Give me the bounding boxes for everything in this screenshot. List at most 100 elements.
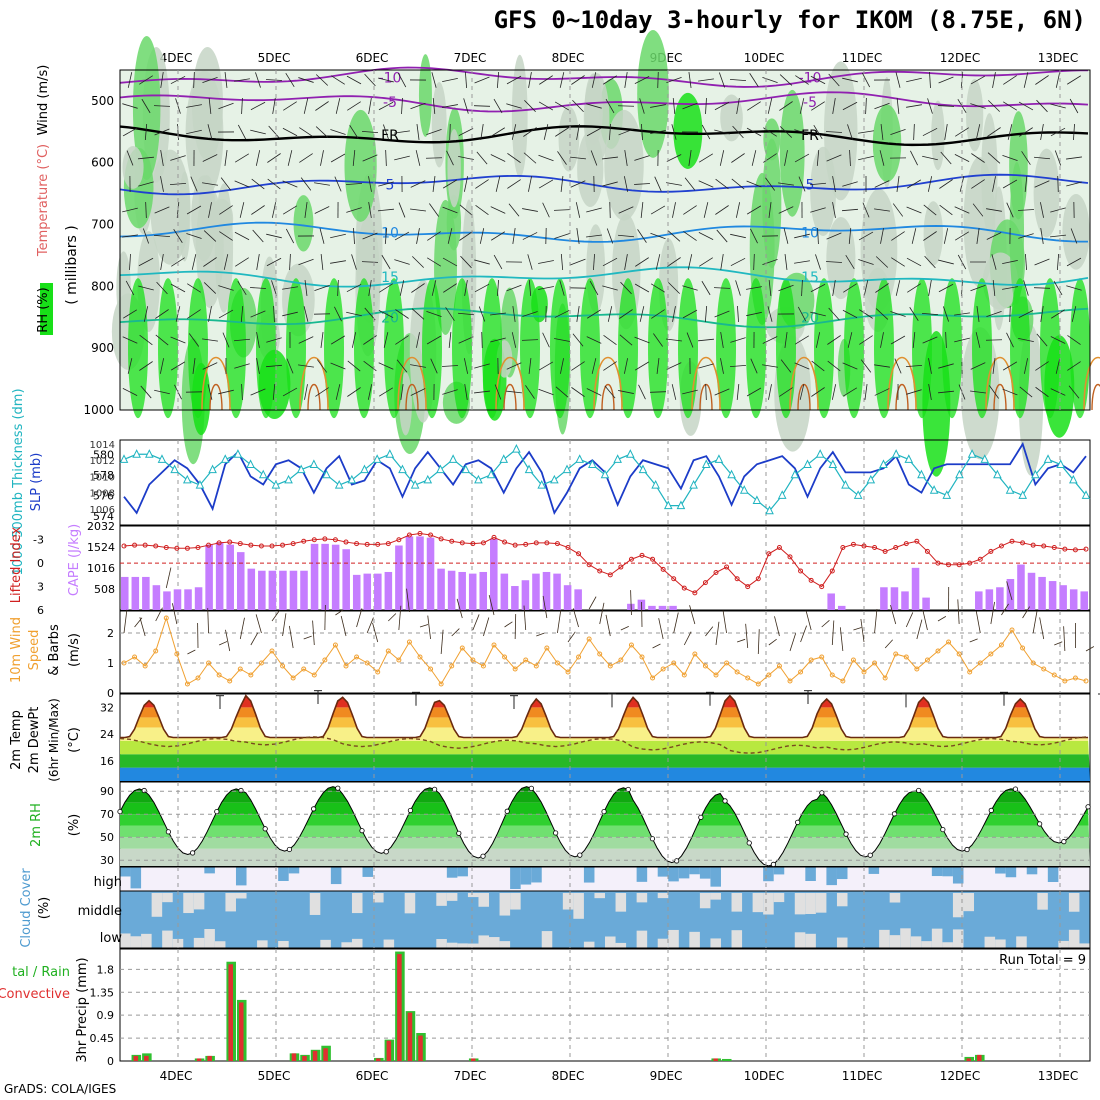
top-date-label: 4DEC	[160, 51, 193, 65]
wind-barb	[992, 279, 996, 297]
wind-barb	[894, 358, 902, 374]
wind-speed-point	[819, 654, 825, 660]
wind-barb	[608, 123, 612, 141]
wind-speed-point	[692, 651, 698, 657]
isotherm-label: 5	[806, 177, 815, 193]
wind-barb	[939, 179, 953, 189]
precip-conv-bar	[196, 1058, 202, 1061]
thickness-point	[853, 490, 863, 499]
rh-low-blob	[520, 278, 540, 419]
thickness-point	[448, 454, 458, 463]
rh-low-blob	[128, 278, 148, 419]
wind-axis-label-4: (m/s)	[67, 633, 82, 667]
cloud-low-gap	[130, 936, 142, 948]
wind-barb	[795, 75, 809, 85]
wind-barb	[394, 259, 410, 265]
wind-barb	[555, 386, 569, 398]
thickness-point	[220, 454, 230, 463]
cloud-low-gap	[921, 941, 932, 948]
wind-barb	[736, 98, 740, 114]
wind-barb	[667, 230, 681, 242]
wind-barb	[330, 335, 346, 345]
slp-tick: 1006	[90, 505, 115, 516]
wind-barb	[315, 387, 329, 397]
wind-barb	[528, 176, 532, 192]
surface-wind-barb	[155, 607, 163, 622]
cape-tick: 508	[94, 583, 115, 596]
lifted-point	[1083, 546, 1089, 552]
wind-speed-point	[882, 675, 888, 681]
wind-barb	[906, 77, 922, 83]
wind-barb	[432, 176, 436, 192]
wind-barb	[650, 232, 666, 240]
wind-barb	[1024, 176, 1028, 192]
wind-barb	[368, 98, 372, 114]
wind-barb	[895, 280, 901, 296]
rh-point	[238, 787, 244, 794]
lifted-tick: -3	[33, 534, 44, 547]
cape-bar	[184, 589, 192, 610]
lifted-point	[893, 545, 899, 551]
wind-barb	[523, 152, 537, 164]
wind-barb	[282, 387, 298, 397]
wind-barb	[1071, 306, 1077, 322]
lifted-point	[396, 537, 402, 543]
wind-barb	[762, 364, 778, 368]
wind-barb	[320, 332, 324, 348]
surface-wind-barb	[1022, 606, 1031, 619]
wind-barb	[449, 123, 451, 141]
cloud-low-gap	[731, 930, 743, 948]
lifted-point	[787, 554, 793, 560]
wind-barb	[378, 362, 394, 370]
cloud-low-gap	[1016, 936, 1027, 948]
surface-wind-barb	[839, 627, 844, 652]
cape-bar	[236, 552, 245, 610]
rh-tick: 70	[100, 808, 114, 821]
wind-speed-point	[967, 669, 973, 675]
wind-barb	[1050, 127, 1066, 137]
wind-barb	[816, 149, 820, 167]
wind-barb	[826, 232, 842, 240]
wind-barb	[571, 361, 585, 371]
wind-barb	[160, 176, 164, 192]
wind-barb	[187, 309, 201, 319]
lifted-point	[523, 541, 529, 547]
wind-barb	[637, 229, 647, 243]
wind-barb	[683, 231, 697, 241]
wind-barb	[768, 202, 772, 218]
wind-barb	[379, 283, 393, 293]
thickness-point	[372, 454, 382, 463]
cape-bar	[342, 549, 350, 610]
wind-barb	[1040, 306, 1044, 322]
thickness-point	[1069, 474, 1078, 484]
wind-speed-point	[1009, 627, 1015, 633]
precip-conv-bar	[207, 1055, 212, 1061]
rh-point	[891, 811, 898, 817]
cloud-high-bar	[931, 867, 943, 877]
wind-speed-point	[502, 654, 508, 660]
cloud-low-gap	[583, 941, 595, 948]
wind-barb	[619, 309, 633, 319]
lifted-point	[755, 576, 761, 582]
wind-barb	[668, 282, 680, 294]
wind-barb	[542, 202, 550, 218]
isotherm-line	[119, 307, 1089, 329]
wind-barb	[528, 72, 532, 88]
thickness-point	[461, 464, 471, 474]
thickness-point	[980, 454, 990, 463]
cloud-low-gap	[889, 935, 901, 948]
wind-barb	[975, 332, 981, 348]
precip-conv-bar	[386, 1040, 392, 1061]
lifted-point	[576, 551, 582, 557]
wind-barb	[875, 256, 889, 268]
wind-barb	[411, 308, 425, 320]
cape-bar	[426, 537, 435, 610]
wind-barb	[970, 103, 986, 109]
thickness-point	[398, 464, 407, 474]
wind-barb	[299, 153, 313, 163]
surface-wind-barb	[805, 610, 812, 631]
wind-barb	[682, 389, 698, 395]
wind-barb	[651, 309, 665, 319]
wind-barb	[858, 259, 874, 265]
cloud-high-bar	[826, 867, 837, 886]
